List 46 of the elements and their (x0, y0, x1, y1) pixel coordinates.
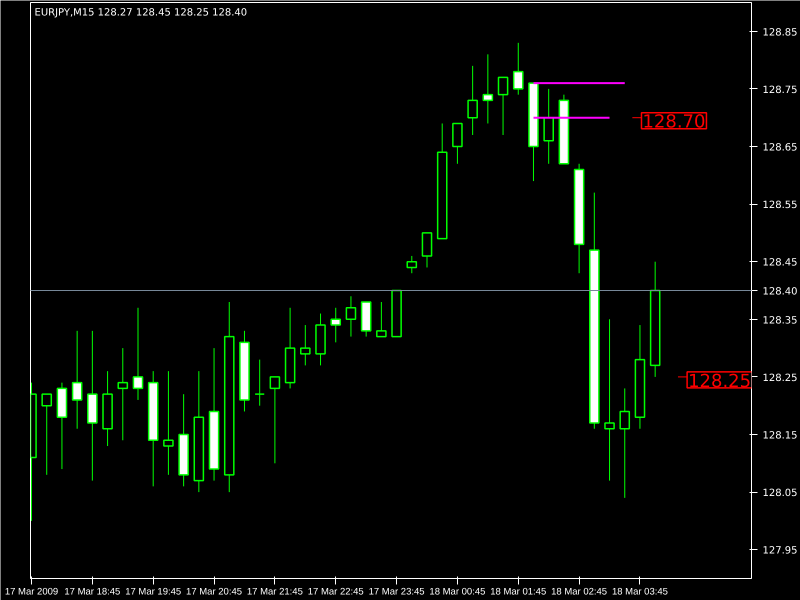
x-tick-label: 18 Mar 02:45 (551, 586, 608, 598)
candlestick (72, 330, 82, 430)
text: EURJPY,M15 128.27 128.45 128.25 128.40 (34, 8, 248, 18)
x-tick-label: 18 Mar 00:45 (429, 586, 486, 598)
ref-line-label: 128.40 (762, 286, 798, 298)
candlestick (270, 376, 280, 464)
y-tick-label: 128.05 (762, 488, 798, 500)
y-tick-label: 128.75 (762, 84, 798, 96)
candlestick (482, 54, 494, 124)
candlestick (604, 318, 615, 482)
candlestick (330, 307, 342, 343)
annotation: 128.70 (642, 112, 706, 133)
y-tick-label: 128.55 (762, 200, 798, 212)
y-tick-label: 127.95 (762, 546, 798, 557)
y-tick-label: 128.45 (762, 258, 798, 269)
candlestick (422, 232, 432, 268)
candlestick (41, 393, 52, 476)
x-tick-label: 17 Mar 22:45 (308, 586, 364, 598)
candlestick (376, 302, 387, 338)
y-tick-label: 128.25 (762, 372, 798, 384)
y-tick-label: 128.85 (762, 27, 798, 38)
candlestick (132, 307, 144, 400)
y-tick-label: 128.15 (762, 430, 798, 442)
candlestick (406, 255, 418, 274)
candlestick (619, 388, 630, 498)
candlestick (512, 42, 524, 96)
x-tick-label: 17 Mar 23:45 (368, 586, 425, 598)
x-tick-label: 17 Mar 21:45 (246, 586, 303, 598)
x-tick-label: 18 Mar 03:45 (612, 586, 668, 598)
candlestick (300, 324, 311, 366)
x-tick-label: 17 Mar 20:45 (186, 586, 242, 598)
y-tick-label: 128.35 (762, 315, 798, 326)
candlestick (452, 122, 463, 164)
candlestick (163, 370, 174, 476)
candlestick (498, 76, 508, 136)
x-tick-label: 17 Mar 19:45 (125, 586, 182, 598)
candlestick (543, 88, 554, 164)
candlestick (117, 348, 128, 441)
annotation: 128.25 (688, 370, 752, 392)
x-tick-label: 17 Mar 18:45 (64, 586, 120, 598)
candlestick (346, 296, 356, 338)
x-tick-label: 17 Mar 2009 (4, 586, 58, 598)
candlestick (254, 359, 265, 406)
x-tick-label: 18 Mar 01:45 (490, 586, 546, 598)
y-tick-label: 128.65 (762, 142, 798, 154)
candlestick (467, 65, 478, 136)
